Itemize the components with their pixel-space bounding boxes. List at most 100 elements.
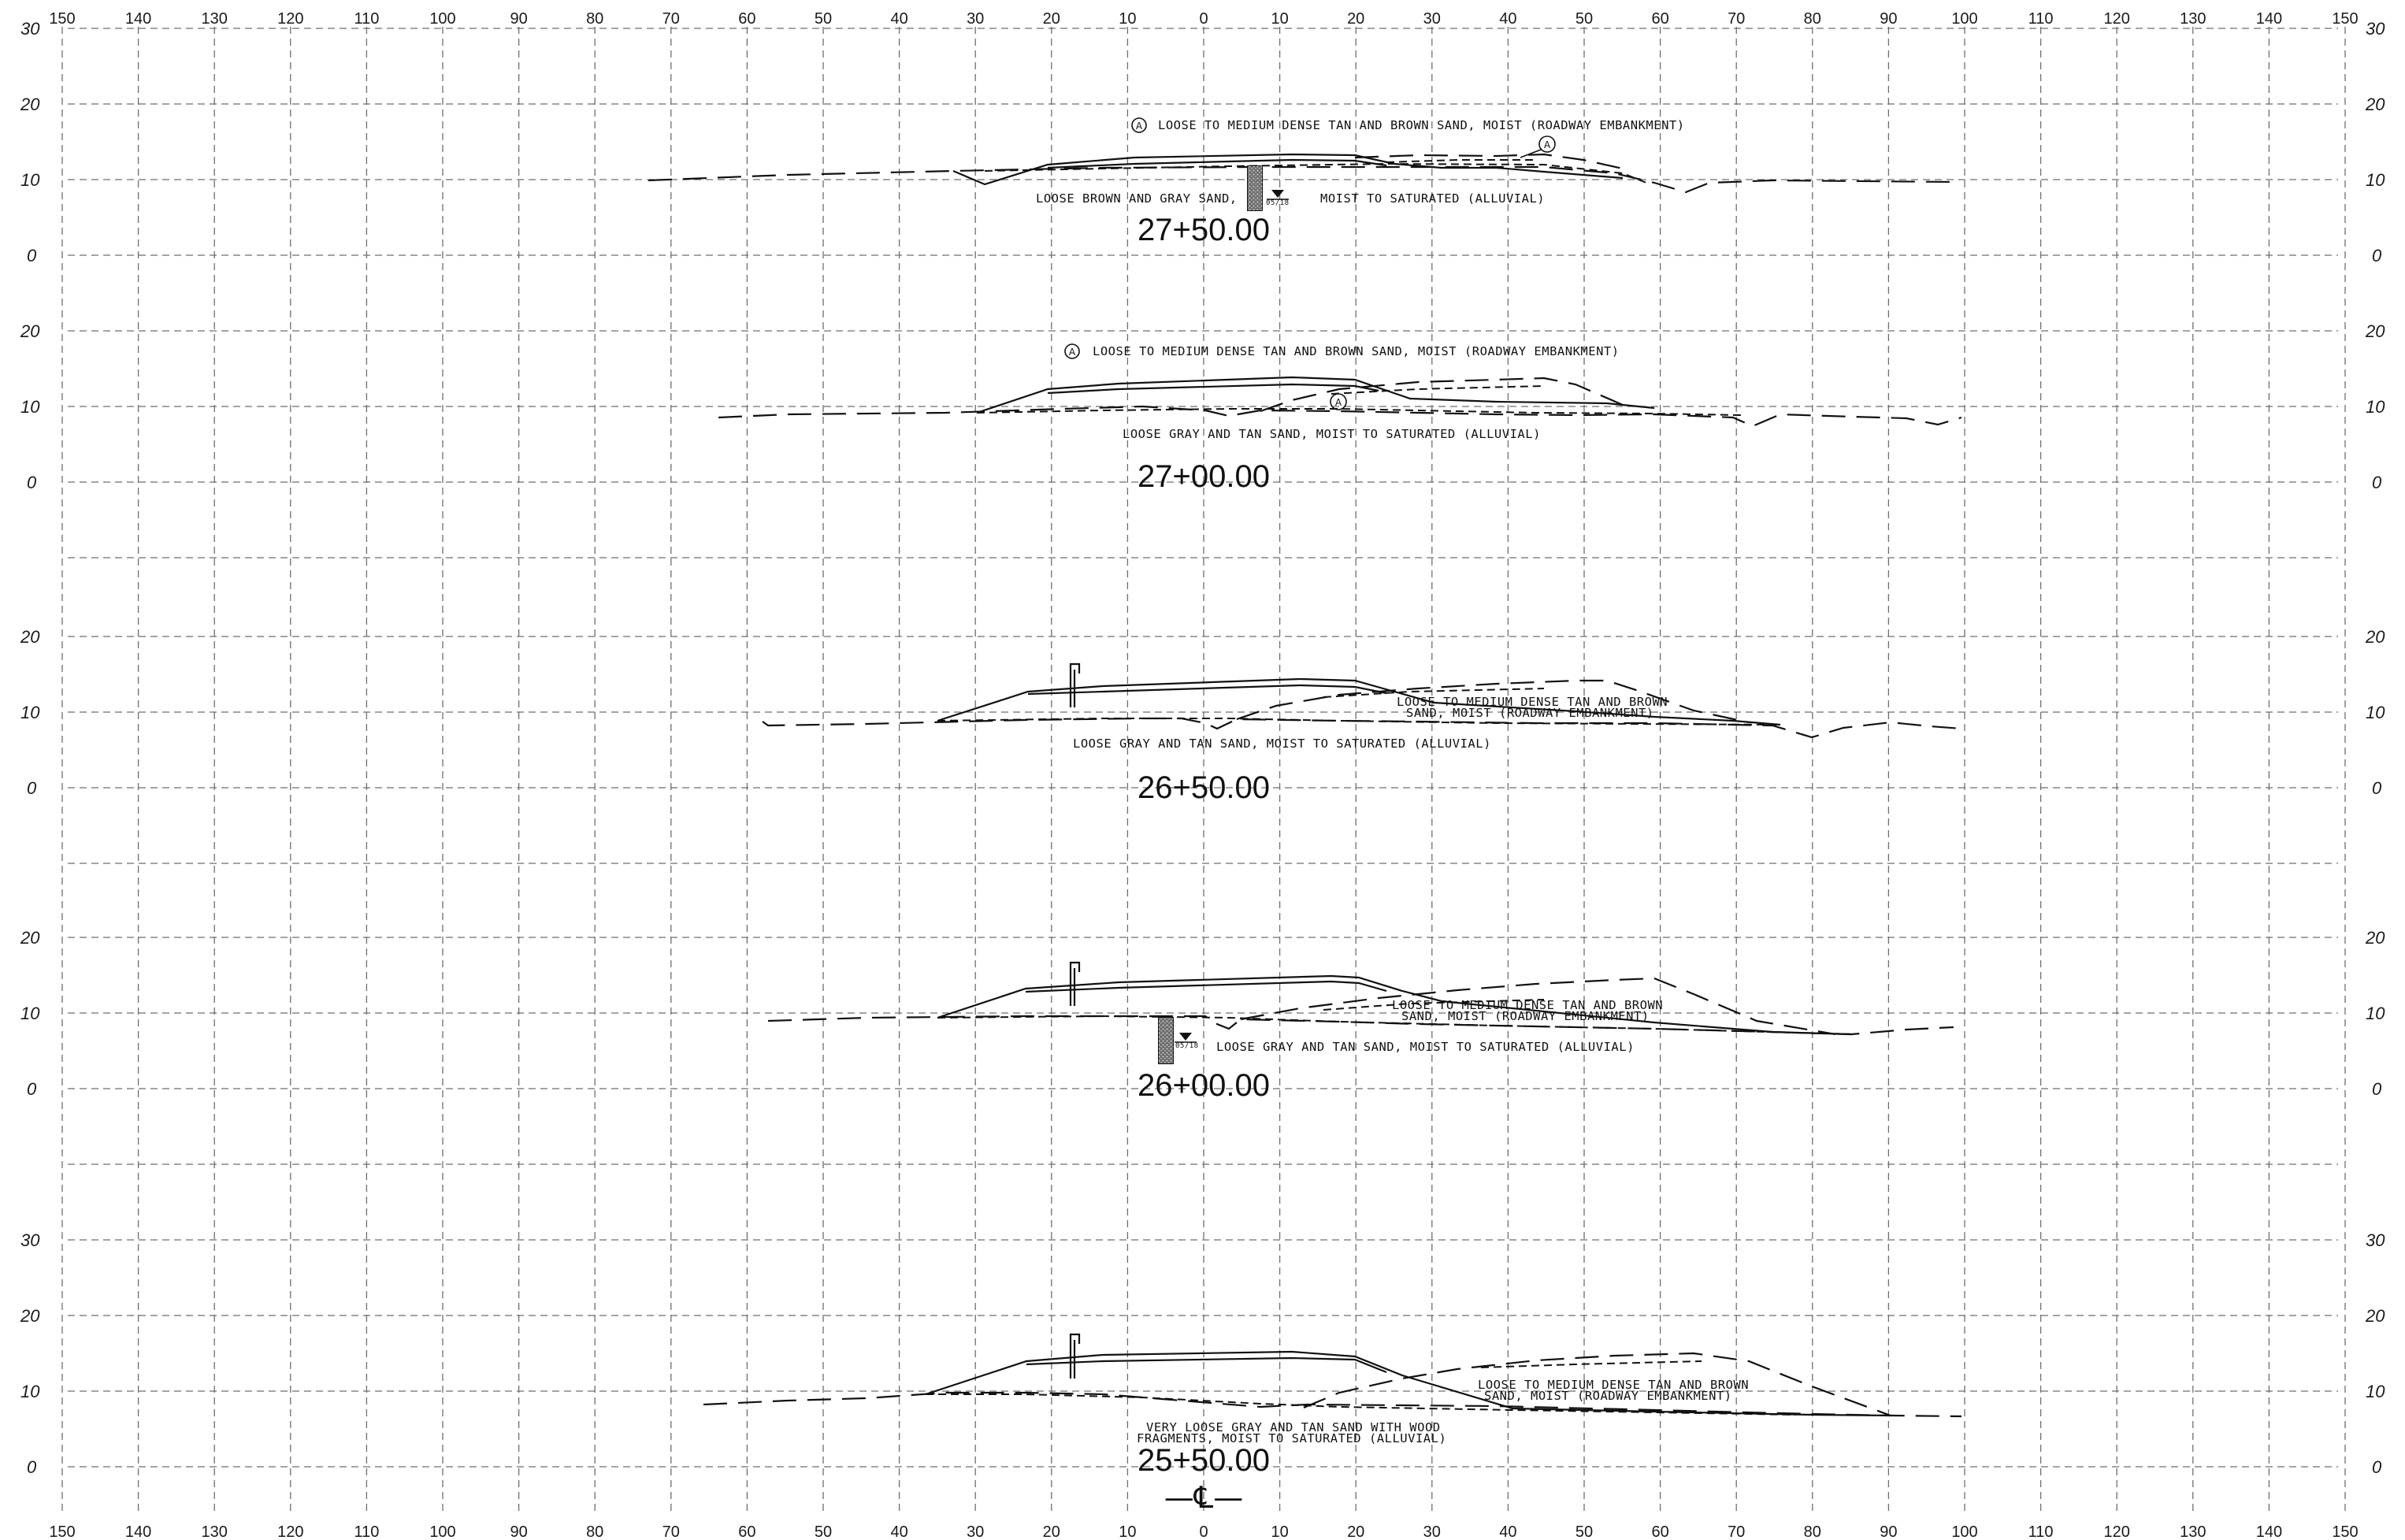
- elevation-labels: 20 20 10 10 0 0: [20, 928, 2385, 1099]
- elevation-tick-label-left: 30: [20, 19, 40, 39]
- elevation-tick-label-left: 20: [20, 95, 40, 114]
- original-ground-line: [984, 162, 1647, 184]
- centerline-symbol: —℄—: [1164, 1480, 1243, 1515]
- soil-unit-marker-icon: A: [1064, 343, 1080, 359]
- elevation-tick-label-left: 10: [20, 397, 40, 417]
- offset-tick-label: 70: [662, 10, 680, 28]
- embankment-top-line: [952, 153, 1624, 186]
- offset-tick-label: 150: [49, 1523, 75, 1540]
- embankment-label-2: SAND, MOIST (ROADWAY EMBANKMENT): [1484, 1389, 1732, 1403]
- elevation-tick-label-right: 10: [2366, 1004, 2385, 1023]
- elevation-labels: 20 20 10 10 0 0: [20, 321, 2385, 492]
- offset-tick-label: 60: [1651, 1523, 1668, 1540]
- existing-ground-line: [762, 717, 1962, 739]
- offset-tick-label: 50: [815, 10, 832, 28]
- svg-text:A: A: [1544, 139, 1551, 150]
- offset-tick-label: 80: [586, 10, 603, 28]
- elevation-tick-label-right: 10: [2366, 397, 2385, 417]
- offset-tick-label: 120: [2104, 1523, 2130, 1540]
- elevation-tick-label-left: 0: [27, 1079, 37, 1099]
- elevation-tick-label-left: 20: [20, 928, 40, 948]
- embankment-inner-line: [1323, 688, 1545, 698]
- offset-tick-label: 20: [1347, 10, 1364, 28]
- water-table-icon: [1175, 1033, 1197, 1043]
- elevation-tick-label-right: 20: [2365, 1306, 2385, 1326]
- elevation-tick-label-right: 10: [2366, 170, 2385, 190]
- elevation-tick-label-right: 0: [2372, 1457, 2382, 1477]
- elevation-tick-label-left: 10: [20, 1382, 40, 1401]
- offset-tick-label: 50: [815, 1523, 832, 1540]
- offset-tick-label: 110: [354, 10, 379, 28]
- embankment-top-line: [937, 974, 1852, 1036]
- offset-tick-label: 40: [890, 1523, 907, 1540]
- section-26-50: 20 20 10 10 0 0 LOOSE TO MEDIUM DENSE TAN AND…: [20, 627, 2385, 805]
- elevation-tick-label-right: 0: [2372, 473, 2382, 492]
- embankment-base-line: [1026, 1356, 1387, 1374]
- embankment-label-1: LOOSE TO MEDIUM DENSE TAN AND BROWN: [1478, 1378, 1749, 1392]
- elevation-tick-label-right: 0: [2372, 246, 2382, 265]
- embankment-base-line: [1025, 980, 1387, 993]
- elevation-tick-label-right: 20: [2365, 321, 2385, 341]
- offset-tick-label: 100: [1951, 10, 1977, 28]
- embankment-label-2: SAND, MOIST (ROADWAY EMBANKMENT): [1401, 1009, 1650, 1023]
- offset-tick-label: 110: [354, 1523, 379, 1540]
- elevation-tick-label-left: 20: [20, 321, 40, 341]
- embankment-label: LOOSE TO MEDIUM DENSE TAN AND BROWN SAND…: [1158, 118, 1685, 132]
- soil-boring-icon: [1247, 165, 1263, 211]
- offset-tick-label: 100: [429, 1523, 455, 1540]
- offset-tick-label: 0: [1199, 10, 1208, 28]
- offset-axis-bottom: 150 140 130 120 110 100 90 80 70 60 50 40 30 20 10 0 10 2…: [49, 1523, 2358, 1540]
- guardrail-post-icon: [1069, 1333, 1081, 1379]
- embankment-inner-line: [1480, 1360, 1702, 1368]
- offset-tick-label: 120: [277, 1523, 303, 1540]
- alluvial-label: LOOSE GRAY AND TAN SAND, MOIST TO SATURA…: [1216, 1040, 1635, 1054]
- embankment-top-line: [925, 1350, 1891, 1417]
- elevation-tick-label-left: 20: [20, 1306, 40, 1326]
- embankment-slope-line: [1236, 679, 1750, 724]
- offset-tick-label: 50: [1575, 1523, 1593, 1540]
- elevation-tick-label-right: 20: [2365, 928, 2385, 948]
- offset-tick-label: 150: [49, 10, 75, 28]
- elevation-tick-label-left: 0: [27, 1457, 37, 1477]
- offset-tick-label: 10: [1119, 10, 1136, 28]
- station-label: 26+00.00: [1138, 1068, 1270, 1103]
- offset-tick-label: 70: [1728, 1523, 1745, 1540]
- original-ground-line: [926, 1393, 1797, 1416]
- alluvial-label-1: VERY LOOSE GRAY AND TAN SAND WITH WOOD: [1146, 1420, 1441, 1434]
- original-ground-line: [976, 408, 1742, 416]
- offset-tick-label: 30: [967, 1523, 984, 1540]
- soil-unit-marker-icon: A: [1131, 117, 1147, 133]
- offset-tick-label: 10: [1119, 1523, 1136, 1540]
- embankment-base-line: [1027, 684, 1387, 696]
- offset-tick-label: 60: [738, 1523, 755, 1540]
- offset-tick-label: 20: [1043, 10, 1060, 28]
- offset-tick-label: 150: [2332, 10, 2358, 28]
- embankment-slope-line: [1303, 1352, 1891, 1417]
- offset-tick-label: 140: [125, 1523, 151, 1540]
- offset-tick-label: 130: [202, 10, 228, 28]
- grid: [61, 27, 2346, 1512]
- offset-tick-label: 130: [2180, 10, 2206, 28]
- offset-tick-label: 140: [2256, 1523, 2282, 1540]
- offset-tick-label: 10: [1271, 10, 1288, 28]
- offset-tick-label: 80: [586, 1523, 603, 1540]
- offset-tick-label: 100: [429, 10, 455, 28]
- elevation-tick-label-right: 20: [2365, 95, 2385, 114]
- elevation-tick-label-left: 10: [20, 170, 40, 190]
- offset-tick-label: 10: [1271, 1523, 1288, 1540]
- elevation-tick-label-right: 0: [2372, 1079, 2382, 1099]
- original-ground-line: [937, 1015, 1852, 1035]
- offset-tick-label: 20: [1043, 1523, 1060, 1540]
- offset-tick-label: 120: [277, 10, 303, 28]
- elevation-tick-label-left: 20: [20, 627, 40, 647]
- embankment-label-1: LOOSE TO MEDIUM DENSE TAN AND BROWN: [1392, 998, 1663, 1012]
- elevation-tick-label-left: 10: [20, 1004, 40, 1023]
- section-26-00: 20 20 10 10 0 0 05/18 LOOSE TO MEDIUM DENSE T…: [20, 928, 2385, 1103]
- section-27-00: 20 20 10 10 0 0 A A LOOSE TO MEDIUM DENSE TAN…: [20, 321, 2385, 494]
- offset-tick-label: 150: [2332, 1523, 2358, 1540]
- elevation-tick-label-left: 0: [27, 246, 37, 265]
- elevation-labels: 30 30 20 20 10 10 0 0: [20, 19, 2385, 265]
- embankment-label-1: LOOSE TO MEDIUM DENSE TAN AND BROWN: [1397, 695, 1668, 709]
